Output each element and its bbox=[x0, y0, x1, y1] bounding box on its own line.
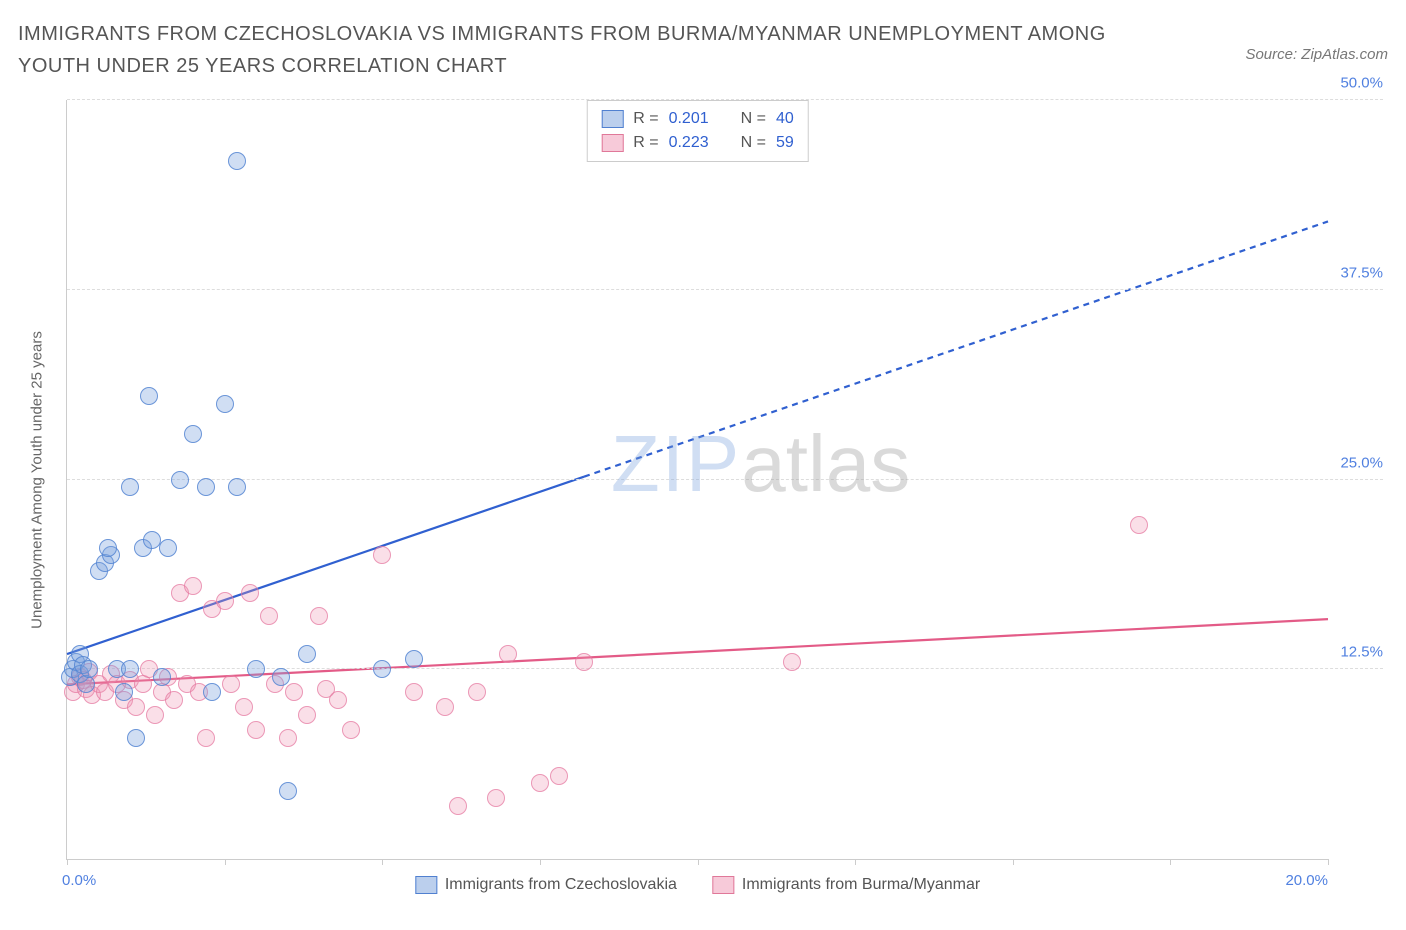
scatter-point-blue bbox=[203, 683, 221, 701]
scatter-point-blue bbox=[247, 660, 265, 678]
scatter-point-pink bbox=[405, 683, 423, 701]
x-tick-mark bbox=[698, 859, 699, 865]
legend-item-pink: Immigrants from Burma/Myanmar bbox=[712, 876, 980, 894]
chart-container: R = 0.201 N = 40 R = 0.223 N = 59 ZIPatl… bbox=[18, 95, 1388, 915]
scatter-point-blue bbox=[228, 152, 246, 170]
grid-line bbox=[67, 479, 1383, 480]
y-axis-label: Unemployment Among Youth under 25 years bbox=[29, 331, 46, 629]
x-tick-mark bbox=[225, 859, 226, 865]
legend-stats-box: R = 0.201 N = 40 R = 0.223 N = 59 bbox=[586, 100, 809, 162]
scatter-point-blue bbox=[77, 675, 95, 693]
x-tick-mark bbox=[382, 859, 383, 865]
source-attribution: Source: ZipAtlas.com bbox=[1245, 46, 1388, 63]
bottom-legend: Immigrants from Czechoslovakia Immigrant… bbox=[415, 876, 980, 894]
scatter-point-pink bbox=[550, 767, 568, 785]
x-tick-label: 0.0% bbox=[62, 872, 96, 889]
legend-label-blue: Immigrants from Czechoslovakia bbox=[445, 876, 677, 894]
x-tick-mark bbox=[67, 859, 68, 865]
scatter-point-pink bbox=[342, 721, 360, 739]
scatter-point-blue bbox=[140, 387, 158, 405]
scatter-point-pink bbox=[216, 592, 234, 610]
x-tick-mark bbox=[1013, 859, 1014, 865]
scatter-point-blue bbox=[197, 478, 215, 496]
scatter-point-blue bbox=[153, 668, 171, 686]
y-tick-label: 25.0% bbox=[1333, 454, 1383, 471]
scatter-point-pink bbox=[487, 789, 505, 807]
scatter-point-blue bbox=[99, 539, 117, 557]
y-tick-label: 12.5% bbox=[1333, 644, 1383, 661]
scatter-point-pink bbox=[575, 653, 593, 671]
stat-n-label: N = bbox=[741, 131, 766, 155]
scatter-point-pink bbox=[449, 797, 467, 815]
x-tick-mark bbox=[540, 859, 541, 865]
scatter-point-pink bbox=[241, 584, 259, 602]
scatter-point-pink bbox=[436, 698, 454, 716]
swatch-blue-icon bbox=[601, 110, 623, 128]
stat-r-label: R = bbox=[633, 107, 658, 131]
x-tick-mark bbox=[1170, 859, 1171, 865]
scatter-point-pink bbox=[165, 691, 183, 709]
scatter-point-pink bbox=[222, 675, 240, 693]
scatter-point-pink bbox=[373, 546, 391, 564]
scatter-point-pink bbox=[468, 683, 486, 701]
scatter-point-pink bbox=[298, 706, 316, 724]
swatch-pink-icon bbox=[601, 134, 623, 152]
x-tick-mark bbox=[1328, 859, 1329, 865]
scatter-point-blue bbox=[115, 683, 133, 701]
x-tick-mark bbox=[855, 859, 856, 865]
scatter-point-blue bbox=[216, 395, 234, 413]
legend-item-blue: Immigrants from Czechoslovakia bbox=[415, 876, 677, 894]
scatter-point-blue bbox=[298, 645, 316, 663]
scatter-point-pink bbox=[499, 645, 517, 663]
scatter-point-pink bbox=[329, 691, 347, 709]
scatter-point-pink bbox=[127, 698, 145, 716]
scatter-point-blue bbox=[228, 478, 246, 496]
scatter-point-pink bbox=[531, 774, 549, 792]
stat-r-blue: 0.201 bbox=[669, 107, 709, 131]
swatch-pink-icon bbox=[712, 876, 734, 894]
scatter-point-blue bbox=[121, 478, 139, 496]
scatter-point-pink bbox=[184, 577, 202, 595]
scatter-point-blue bbox=[159, 539, 177, 557]
scatter-point-pink bbox=[235, 698, 253, 716]
scatter-point-pink bbox=[1130, 516, 1148, 534]
legend-row-blue: R = 0.201 N = 40 bbox=[601, 107, 794, 131]
stat-r-pink: 0.223 bbox=[669, 131, 709, 155]
swatch-blue-icon bbox=[415, 876, 437, 894]
scatter-point-pink bbox=[310, 607, 328, 625]
scatter-point-pink bbox=[260, 607, 278, 625]
chart-title: IMMIGRANTS FROM CZECHOSLOVAKIA VS IMMIGR… bbox=[18, 18, 1118, 82]
scatter-point-blue bbox=[279, 782, 297, 800]
plot-area: R = 0.201 N = 40 R = 0.223 N = 59 ZIPatl… bbox=[66, 100, 1328, 860]
grid-line bbox=[67, 289, 1383, 290]
scatter-point-blue bbox=[405, 650, 423, 668]
scatter-point-pink bbox=[279, 729, 297, 747]
trend-line-blue-dashed bbox=[584, 221, 1328, 476]
x-tick-label: 20.0% bbox=[1285, 872, 1328, 889]
scatter-point-blue bbox=[272, 668, 290, 686]
scatter-point-blue bbox=[373, 660, 391, 678]
scatter-point-blue bbox=[127, 729, 145, 747]
scatter-point-blue bbox=[184, 425, 202, 443]
trend-line-blue-solid bbox=[67, 477, 584, 654]
y-tick-label: 37.5% bbox=[1333, 264, 1383, 281]
scatter-point-pink bbox=[285, 683, 303, 701]
legend-label-pink: Immigrants from Burma/Myanmar bbox=[742, 876, 980, 894]
stat-n-pink: 59 bbox=[776, 131, 794, 155]
scatter-point-blue bbox=[80, 660, 98, 678]
trend-lines bbox=[67, 100, 1328, 859]
scatter-point-blue bbox=[171, 471, 189, 489]
scatter-point-blue bbox=[121, 660, 139, 678]
scatter-point-pink bbox=[146, 706, 164, 724]
stat-n-label: N = bbox=[741, 107, 766, 131]
scatter-point-pink bbox=[197, 729, 215, 747]
scatter-point-pink bbox=[247, 721, 265, 739]
scatter-point-pink bbox=[783, 653, 801, 671]
legend-row-pink: R = 0.223 N = 59 bbox=[601, 131, 794, 155]
stat-n-blue: 40 bbox=[776, 107, 794, 131]
stat-r-label: R = bbox=[633, 131, 658, 155]
y-tick-label: 50.0% bbox=[1333, 75, 1383, 92]
